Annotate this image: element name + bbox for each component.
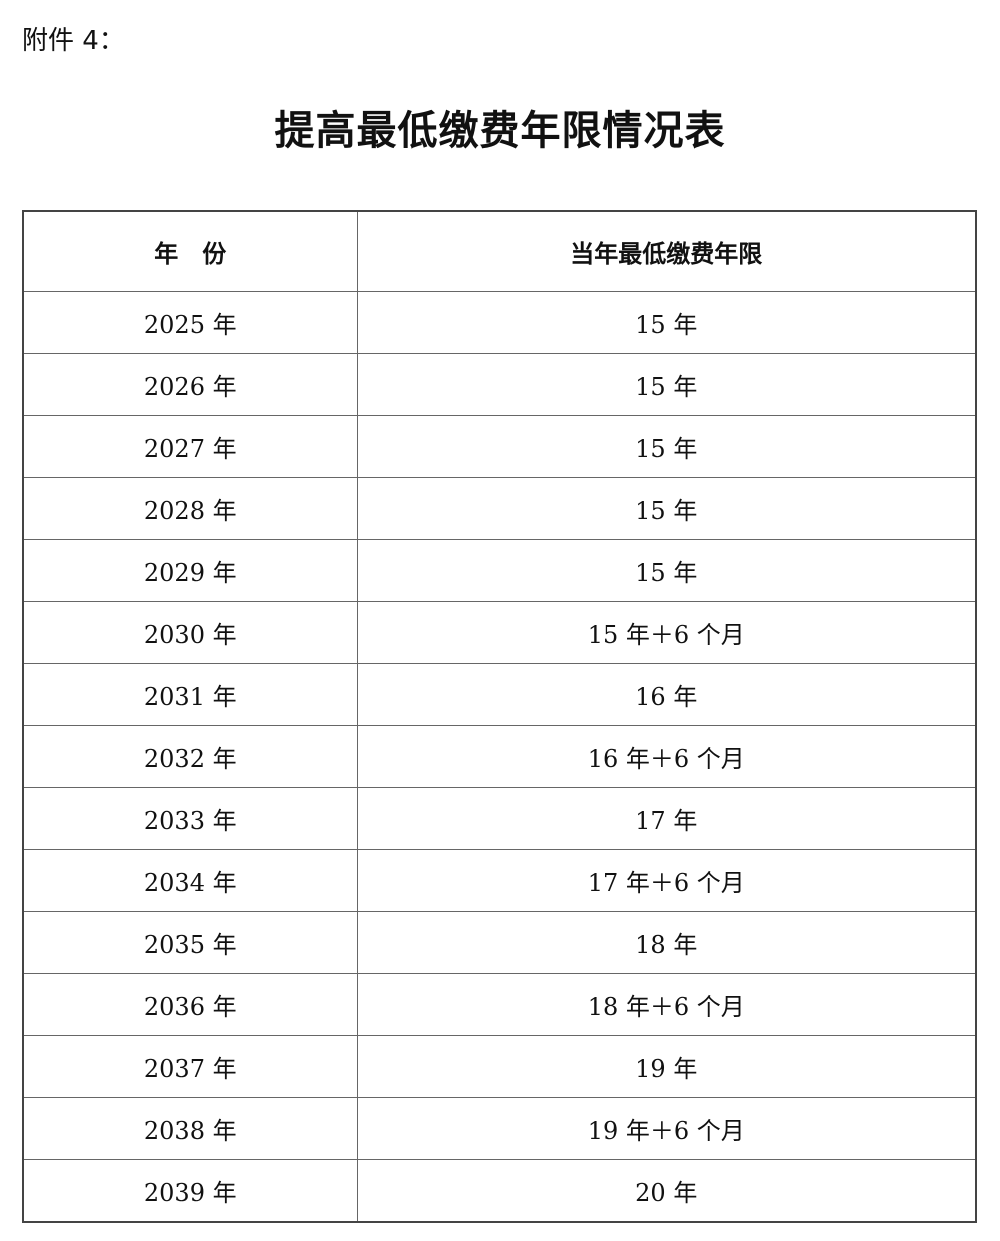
- min-years-cell: 15 年＋6 个月: [356, 601, 977, 664]
- min-years-cell: 15 年: [356, 539, 977, 602]
- attachment-label: 附件 4：: [22, 26, 125, 56]
- table-row: 2038 年 19 年＋6 个月: [22, 1097, 977, 1160]
- table-body: 2025 年 15 年 2026 年 15 年 2027 年 15 年 2028 年 15 年…: [22, 291, 977, 1223]
- year-cell: 2034 年: [22, 849, 358, 912]
- year-cell: 2027 年: [22, 415, 358, 478]
- table-row: 2031 年 16 年: [22, 663, 977, 726]
- year-cell: 2029 年: [22, 539, 358, 602]
- table-row: 2032 年 16 年＋6 个月: [22, 725, 977, 788]
- table-row: 2036 年 18 年＋6 个月: [22, 973, 977, 1036]
- min-years-cell: 18 年: [356, 911, 977, 974]
- min-years-cell: 17 年＋6 个月: [356, 849, 977, 912]
- year-cell: 2028 年: [22, 477, 358, 540]
- year-cell: 2037 年: [22, 1035, 358, 1098]
- min-years-cell: 16 年: [356, 663, 977, 726]
- year-cell: 2038 年: [22, 1097, 358, 1160]
- table-row: 2037 年 19 年: [22, 1035, 977, 1098]
- min-years-cell: 15 年: [356, 415, 977, 478]
- year-cell: 2039 年: [22, 1159, 358, 1223]
- min-years-cell: 17 年: [356, 787, 977, 850]
- year-cell: 2035 年: [22, 911, 358, 974]
- year-cell: 2030 年: [22, 601, 358, 664]
- document-title: 提高最低缴费年限情况表: [274, 107, 726, 154]
- min-years-cell: 18 年＋6 个月: [356, 973, 977, 1036]
- min-years-cell: 19 年＋6 个月: [356, 1097, 977, 1160]
- min-years-cell: 15 年: [356, 291, 977, 354]
- min-years-cell: 20 年: [356, 1159, 977, 1223]
- min-years-cell: 15 年: [356, 353, 977, 416]
- year-cell: 2032 年: [22, 725, 358, 788]
- table-row: 2030 年 15 年＋6 个月: [22, 601, 977, 664]
- table-row: 2026 年 15 年: [22, 353, 977, 416]
- header-min-years: 当年最低缴费年限: [356, 210, 977, 292]
- year-cell: 2025 年: [22, 291, 358, 354]
- min-years-cell: 19 年: [356, 1035, 977, 1098]
- table-row: 2025 年 15 年: [22, 291, 977, 354]
- year-cell: 2026 年: [22, 353, 358, 416]
- year-cell: 2033 年: [22, 787, 358, 850]
- table-row: 2028 年 15 年: [22, 477, 977, 540]
- table-header-row: 年 份 当年最低缴费年限: [22, 210, 977, 292]
- table-row: 2029 年 15 年: [22, 539, 977, 602]
- header-year: 年 份: [22, 210, 358, 292]
- year-cell: 2031 年: [22, 663, 358, 726]
- table-row: 2033 年 17 年: [22, 787, 977, 850]
- table-row: 2034 年 17 年＋6 个月: [22, 849, 977, 912]
- year-cell: 2036 年: [22, 973, 358, 1036]
- min-years-cell: 15 年: [356, 477, 977, 540]
- table-row: 2027 年 15 年: [22, 415, 977, 478]
- table-row: 2035 年 18 年: [22, 911, 977, 974]
- min-years-cell: 16 年＋6 个月: [356, 725, 977, 788]
- table-row: 2039 年 20 年: [22, 1159, 977, 1223]
